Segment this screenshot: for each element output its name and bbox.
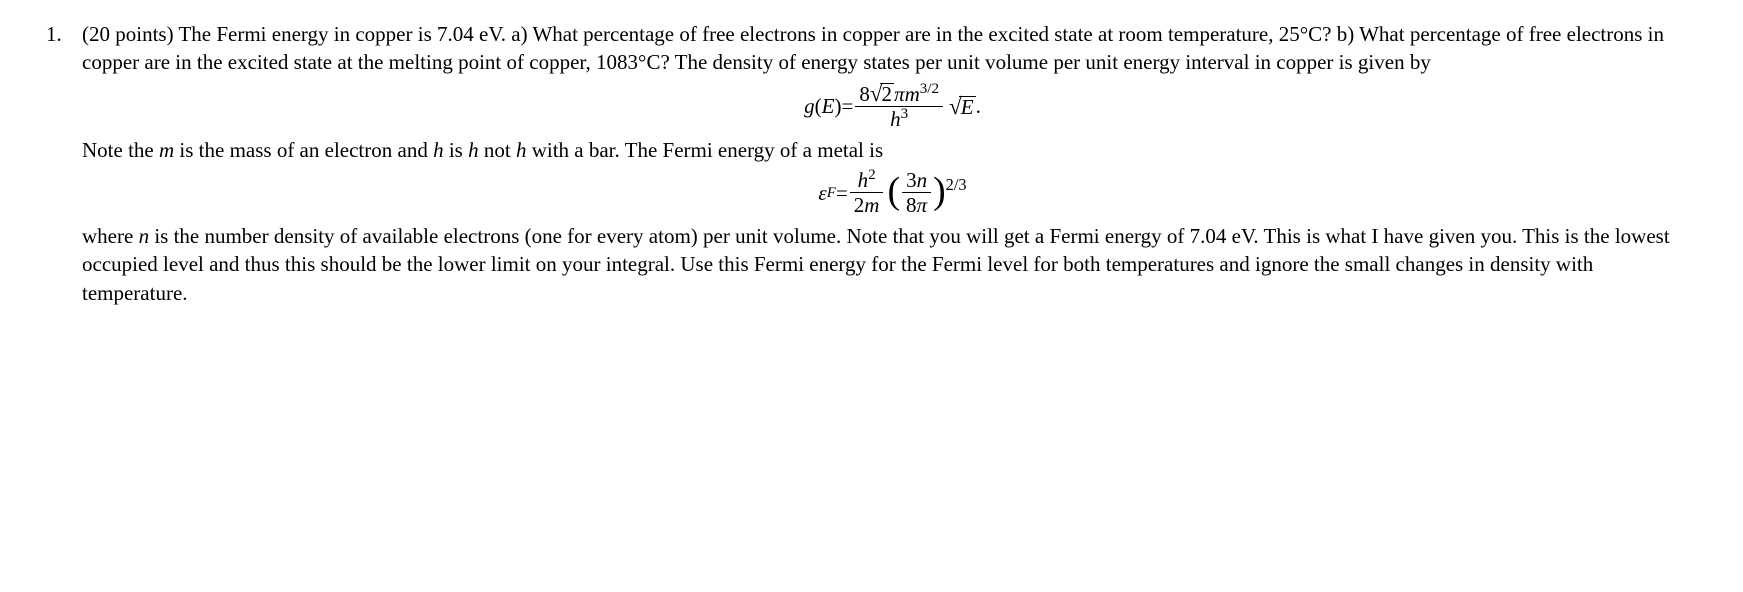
p2-suffix: with a bar. The Fermi energy of a metal …	[526, 138, 883, 162]
p2-prefix: Note the	[82, 138, 159, 162]
fraction-coeff: 8√2πm3/2 h3	[855, 81, 943, 133]
formula-density-of-states: g(E) = 8√2πm3/2 h3 √E.	[82, 81, 1703, 133]
paren-open: (	[815, 92, 822, 120]
sym-g: g	[804, 92, 815, 120]
num-3: 3	[906, 168, 917, 192]
sqrt-2: √2	[870, 81, 894, 106]
sym-m: m	[905, 82, 920, 106]
p3-prefix: where	[82, 224, 139, 248]
sym-pi: π	[894, 82, 905, 106]
para1-text: The Fermi energy in copper is 7.04 eV. a…	[82, 22, 1664, 74]
fraction-3n-8pi: 3n 8π	[902, 169, 931, 218]
sym-h-inline-2: h	[468, 138, 479, 162]
sym-h-inline-1: h	[433, 138, 444, 162]
paren-close: )	[835, 92, 842, 120]
sym-h: h	[890, 107, 901, 131]
paragraph-2: Note the m is the mass of an electron an…	[82, 136, 1703, 164]
period: .	[976, 92, 981, 120]
problem-body: (20 points) The Fermi energy in copper i…	[82, 20, 1703, 307]
sqrt-E: √E	[949, 91, 976, 122]
p2-mid3: not	[479, 138, 516, 162]
paragraph-3: where n is the number density of availab…	[82, 222, 1703, 307]
sym-m-inline: m	[159, 138, 174, 162]
num-8: 8	[859, 82, 870, 106]
points-label: (20 points)	[82, 22, 174, 46]
p2-mid1: is the mass of an electron and	[174, 138, 433, 162]
formula-fermi-energy: εF = h2 2m ( 3n 8π	[82, 169, 1703, 218]
den-m: m	[864, 193, 879, 217]
p3-rest: is the number density of available elect…	[82, 224, 1670, 305]
paragraph-1: (20 points) The Fermi energy in copper i…	[82, 20, 1703, 77]
equals-sign-2: =	[836, 179, 848, 207]
den-8: 8	[906, 193, 917, 217]
sym-h-inline-3: h	[516, 138, 527, 162]
problem-number: 1.	[40, 20, 82, 48]
exp-2: 2	[868, 167, 876, 183]
exp-3-2: 3/2	[920, 81, 939, 97]
den-pi: π	[917, 193, 928, 217]
sym-epsilon: ε	[818, 179, 826, 207]
num-n: n	[917, 168, 928, 192]
equals-sign: =	[842, 92, 854, 120]
p2-mid2: is	[444, 138, 469, 162]
problem-1: 1. (20 points) The Fermi energy in coppe…	[40, 20, 1703, 307]
den-2: 2	[854, 193, 865, 217]
sym-n-inline: n	[139, 224, 150, 248]
exp-2-3: 2/3	[946, 174, 967, 196]
sym-E: E	[822, 92, 835, 120]
num-h: h	[858, 168, 869, 192]
fraction-h2-2m: h2 2m	[850, 169, 884, 218]
exp-3: 3	[901, 106, 909, 122]
